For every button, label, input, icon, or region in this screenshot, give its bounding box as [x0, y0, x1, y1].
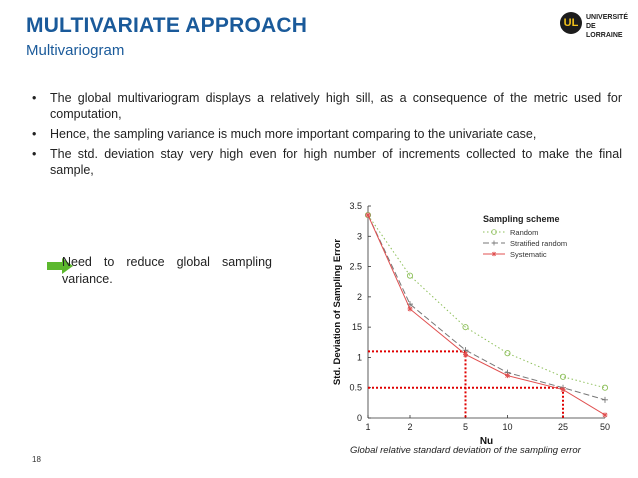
data-point-systematic — [365, 212, 371, 218]
logo-mark-icon: UL — [560, 12, 582, 34]
x-tick-label: 1 — [365, 422, 370, 432]
chart-caption: Global relative standard deviation of th… — [350, 445, 581, 456]
bullet-item: Hence, the sampling variance is much mor… — [32, 126, 622, 142]
bullet-list: The global multivariogram displays a rel… — [32, 90, 622, 182]
bullet-item: The std. deviation stay very high even f… — [32, 146, 622, 178]
data-point-random — [559, 373, 567, 380]
legend-marker-random — [491, 229, 497, 235]
legend-marker-stratified-random — [491, 240, 497, 246]
y-tick-label: 3.5 — [349, 201, 362, 211]
right-arrow-icon — [47, 258, 73, 274]
data-point-random — [504, 350, 511, 357]
legend-title: Sampling scheme — [483, 214, 560, 224]
legend-label-random: Random — [510, 228, 538, 237]
data-point-random — [462, 324, 469, 331]
y-tick-label: 0 — [357, 413, 362, 423]
x-tick-label: 10 — [502, 422, 512, 432]
y-tick-label: 15 — [352, 322, 362, 332]
x-tick-label: 50 — [600, 422, 610, 432]
x-tick-label: 5 — [463, 422, 468, 432]
slide-title: MULTIVARIATE APPROACH — [26, 14, 308, 37]
y-axis-label: Std. Deviation of Sampling Error — [332, 239, 343, 386]
series-line-systematic — [367, 214, 606, 416]
y-tick-label: 1 — [357, 352, 362, 362]
data-point-systematic — [560, 387, 566, 393]
data-point-random — [406, 272, 414, 279]
y-tick-label: 3 — [357, 231, 362, 241]
data-point-systematic — [602, 412, 608, 418]
slide-subtitle: Multivariogram — [26, 42, 125, 59]
series-line-stratified-random — [367, 214, 606, 401]
data-point-systematic — [407, 306, 413, 312]
logo-text: UNIVERSITÉ DE LORRAINE — [586, 14, 629, 39]
data-point-systematic — [463, 351, 469, 357]
y-tick-label: 2 — [357, 292, 362, 302]
university-logo: UL UNIVERSITÉ DE LORRAINE — [560, 10, 630, 40]
legend-label-systematic: Systematic — [510, 250, 547, 259]
x-axis-label: Nu — [480, 436, 493, 447]
y-tick-label: 0.5 — [349, 383, 362, 393]
data-point-stratified-random — [602, 396, 608, 403]
x-tick-label: 2 — [407, 422, 412, 432]
page-number: 18 — [32, 455, 41, 464]
data-point-systematic — [504, 373, 510, 379]
series-line-random — [367, 214, 606, 389]
legend-label-stratified-random: Stratified random — [510, 239, 567, 248]
x-tick-label: 25 — [558, 422, 568, 432]
legend-marker-systematic — [491, 251, 497, 257]
bullet-item: The global multivariogram displays a rel… — [32, 90, 622, 122]
data-point-random — [601, 384, 609, 391]
y-tick-label: 2.5 — [349, 262, 362, 272]
callout-text: Need to reduce global sampling variance. — [62, 255, 272, 286]
